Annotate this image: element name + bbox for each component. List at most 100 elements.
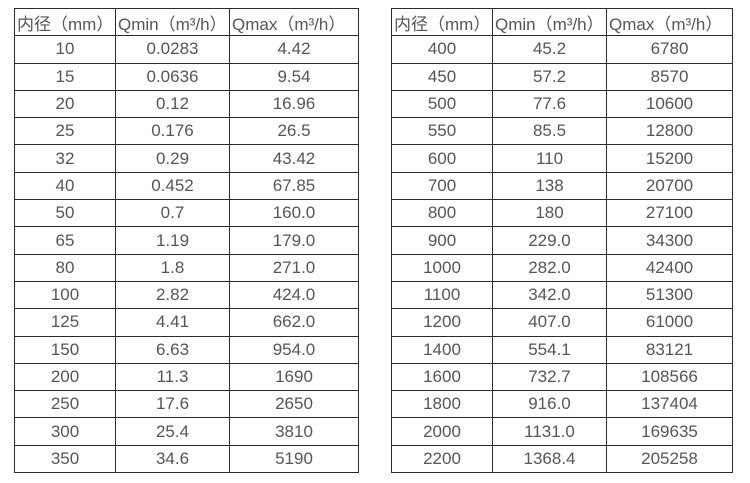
table-cell: 4.41 — [115, 308, 230, 337]
table-cell: 2650 — [229, 390, 359, 419]
table-cell: 342.0 — [492, 280, 607, 310]
table-cell: 0.0636 — [115, 62, 230, 91]
table-cell: 160.0 — [229, 199, 359, 228]
table-cell: 1.8 — [115, 253, 230, 282]
table-body: 400 45.2 6780 450 57.2 8570 500 77.6 10600 550 85.… — [391, 35, 733, 474]
table-row: 1400 554.1 83121 — [391, 335, 733, 364]
table-cell: 4.42 — [229, 35, 359, 64]
table-cell: 700 — [391, 171, 493, 201]
table-cell: 1600 — [391, 362, 493, 392]
table-cell: 169635 — [606, 417, 733, 446]
table-row: 700 138 20700 — [391, 171, 733, 201]
table-cell: 424.0 — [229, 280, 359, 310]
table-row: 25 0.176 26.5 — [14, 117, 359, 146]
table-cell: 77.6 — [492, 89, 607, 119]
flow-table-large-diameters: 内径（mm） Qmin（m³/h） Qmax（m³/h） 400 45.2 6780… — [391, 7, 733, 474]
table-cell: 80 — [14, 253, 116, 282]
table-cell: 57.2 — [492, 62, 607, 91]
table-cell: 150 — [14, 335, 116, 364]
table-row: 900 229.0 34300 — [391, 226, 733, 255]
table-body: 10 0.0283 4.42 15 0.0636 9.54 20 0.12 16.96 25 0.1… — [14, 35, 359, 474]
table-cell: 6.63 — [115, 335, 230, 364]
table-cell: 15200 — [606, 144, 733, 173]
table-row: 65 1.19 179.0 — [14, 226, 359, 255]
table-cell: 400 — [391, 35, 493, 64]
table-cell: 1690 — [229, 362, 359, 392]
table-cell: 27100 — [606, 199, 733, 228]
table-row: 1200 407.0 61000 — [391, 308, 733, 337]
table-row: 200 11.3 1690 — [14, 362, 359, 392]
table-row: 40 0.452 67.85 — [14, 171, 359, 201]
table-row: 150 6.63 954.0 — [14, 335, 359, 364]
table-cell: 125 — [14, 308, 116, 337]
table-cell: 108566 — [606, 362, 733, 392]
table-cell: 6780 — [606, 35, 733, 64]
table-cell: 17.6 — [115, 390, 230, 419]
table-row: 20 0.12 16.96 — [14, 89, 359, 119]
table-cell: 9.54 — [229, 62, 359, 91]
table-cell: 1200 — [391, 308, 493, 337]
table-cell: 34.6 — [115, 444, 230, 474]
table-cell: 11.3 — [115, 362, 230, 392]
table-cell: 2000 — [391, 417, 493, 446]
table-cell: 954.0 — [229, 335, 359, 364]
table-cell: 65 — [14, 226, 116, 255]
table-row: 1000 282.0 42400 — [391, 253, 733, 282]
table-row: 10 0.0283 4.42 — [14, 35, 359, 64]
column-header-qmax: Qmax（m³/h） — [606, 7, 733, 37]
table-cell: 25.4 — [115, 417, 230, 446]
table-cell: 0.176 — [115, 117, 230, 146]
table-cell: 200 — [14, 362, 116, 392]
table-cell: 43.42 — [229, 144, 359, 173]
table-cell: 1000 — [391, 253, 493, 282]
table-row: 400 45.2 6780 — [391, 35, 733, 64]
table-cell: 600 — [391, 144, 493, 173]
table-cell: 1131.0 — [492, 417, 607, 446]
table-cell: 5190 — [229, 444, 359, 474]
table-cell: 179.0 — [229, 226, 359, 255]
table-cell: 138 — [492, 171, 607, 201]
table-row: 600 110 15200 — [391, 144, 733, 173]
table-header: 内径（mm） Qmin（m³/h） Qmax（m³/h） — [14, 7, 359, 37]
table-row: 1600 732.7 108566 — [391, 362, 733, 392]
table-cell: 0.12 — [115, 89, 230, 119]
table-row: 15 0.0636 9.54 — [14, 62, 359, 91]
table-cell: 26.5 — [229, 117, 359, 146]
table-cell: 407.0 — [492, 308, 607, 337]
table-cell: 180 — [492, 199, 607, 228]
table-cell: 2.82 — [115, 280, 230, 310]
table-cell: 10600 — [606, 89, 733, 119]
table-row: 100 2.82 424.0 — [14, 280, 359, 310]
table-cell: 110 — [492, 144, 607, 173]
table-row: 50 0.7 160.0 — [14, 199, 359, 228]
table-cell: 42400 — [606, 253, 733, 282]
table-cell: 662.0 — [229, 308, 359, 337]
table-row: 80 1.8 271.0 — [14, 253, 359, 282]
table-cell: 40 — [14, 171, 116, 201]
column-header-qmax: Qmax（m³/h） — [229, 7, 359, 37]
table-cell: 137404 — [606, 390, 733, 419]
table-cell: 1800 — [391, 390, 493, 419]
table-cell: 450 — [391, 62, 493, 91]
header-row: 内径（mm） Qmin（m³/h） Qmax（m³/h） — [391, 7, 733, 37]
table-row: 1100 342.0 51300 — [391, 280, 733, 310]
table-row: 550 85.5 12800 — [391, 117, 733, 146]
table-cell: 1368.4 — [492, 444, 607, 474]
table-cell: 8570 — [606, 62, 733, 91]
table-row: 2200 1368.4 205258 — [391, 444, 733, 474]
column-header-qmin: Qmin（m³/h） — [492, 7, 607, 37]
table-cell: 61000 — [606, 308, 733, 337]
table-row: 1800 916.0 137404 — [391, 390, 733, 419]
table-row: 32 0.29 43.42 — [14, 144, 359, 173]
table-cell: 300 — [14, 417, 116, 446]
table-header: 内径（mm） Qmin（m³/h） Qmax（m³/h） — [391, 7, 733, 37]
table-cell: 12800 — [606, 117, 733, 146]
table-cell: 0.7 — [115, 199, 230, 228]
table-cell: 916.0 — [492, 390, 607, 419]
table-row: 350 34.6 5190 — [14, 444, 359, 474]
table-cell: 15 — [14, 62, 116, 91]
table-cell: 0.29 — [115, 144, 230, 173]
table-cell: 0.0283 — [115, 35, 230, 64]
table-cell: 800 — [391, 199, 493, 228]
